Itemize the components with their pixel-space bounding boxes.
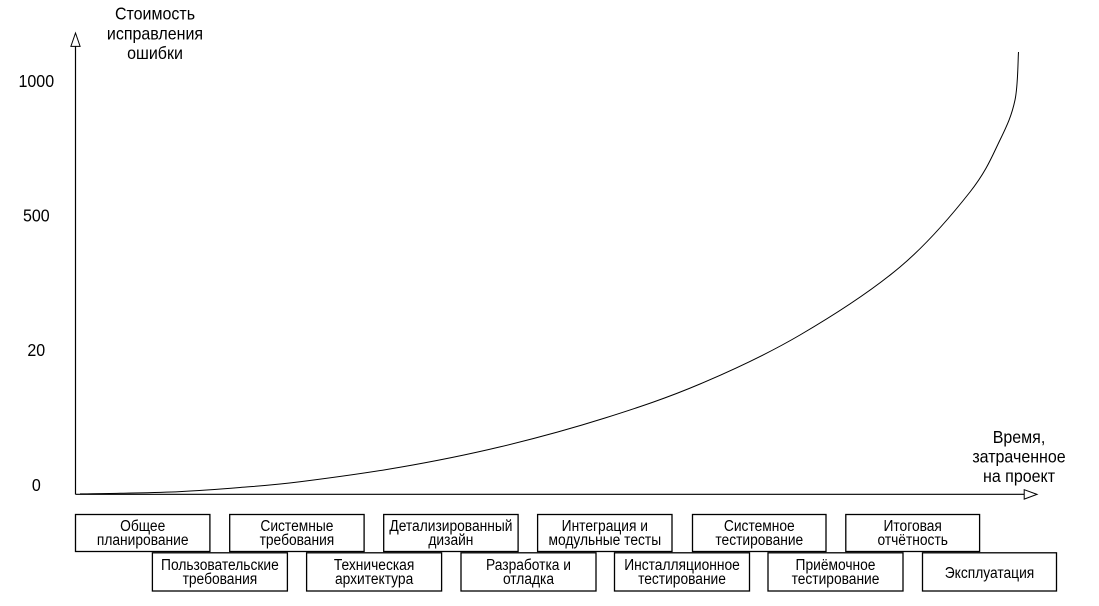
- svg-text:20: 20: [27, 340, 45, 360]
- svg-text:Техническая: Техническая: [334, 557, 414, 574]
- svg-text:Эксплуатация: Эксплуатация: [945, 565, 1034, 582]
- svg-text:тестирование: тестирование: [638, 572, 726, 589]
- svg-text:затраченное: затраченное: [972, 447, 1065, 467]
- svg-text:требования: требования: [183, 572, 258, 589]
- svg-text:тестирование: тестирование: [715, 532, 803, 549]
- svg-text:Стоимость: Стоимость: [115, 4, 195, 24]
- svg-text:планирование: планирование: [97, 532, 189, 549]
- svg-text:Системные: Системные: [260, 518, 333, 535]
- svg-text:требования: требования: [260, 532, 335, 549]
- svg-text:архитектура: архитектура: [335, 572, 414, 589]
- svg-text:500: 500: [23, 206, 50, 226]
- svg-text:Интеграция и: Интеграция и: [562, 518, 648, 535]
- svg-text:на проект: на проект: [983, 466, 1055, 486]
- svg-text:Системное: Системное: [724, 518, 795, 535]
- svg-text:0: 0: [32, 475, 41, 495]
- svg-text:отчётность: отчётность: [877, 532, 948, 549]
- svg-text:Инсталляционное: Инсталляционное: [624, 557, 740, 574]
- svg-text:Итоговая: Итоговая: [883, 518, 941, 535]
- svg-text:Пользовательские: Пользовательские: [161, 557, 279, 574]
- svg-text:Время,: Время,: [993, 427, 1046, 447]
- svg-text:Детализированный: Детализированный: [389, 518, 512, 535]
- svg-text:Приёмочное: Приёмочное: [796, 557, 876, 574]
- svg-text:1000: 1000: [19, 71, 55, 91]
- svg-text:ошибки: ошибки: [127, 43, 183, 63]
- svg-text:тестирование: тестирование: [792, 572, 880, 589]
- svg-text:Разработка и: Разработка и: [486, 557, 571, 574]
- svg-text:отладка: отладка: [503, 572, 555, 589]
- svg-text:дизайн: дизайн: [428, 532, 473, 549]
- svg-text:Общее: Общее: [120, 518, 165, 535]
- svg-text:исправления: исправления: [107, 23, 203, 43]
- svg-text:модульные тесты: модульные тесты: [548, 532, 661, 549]
